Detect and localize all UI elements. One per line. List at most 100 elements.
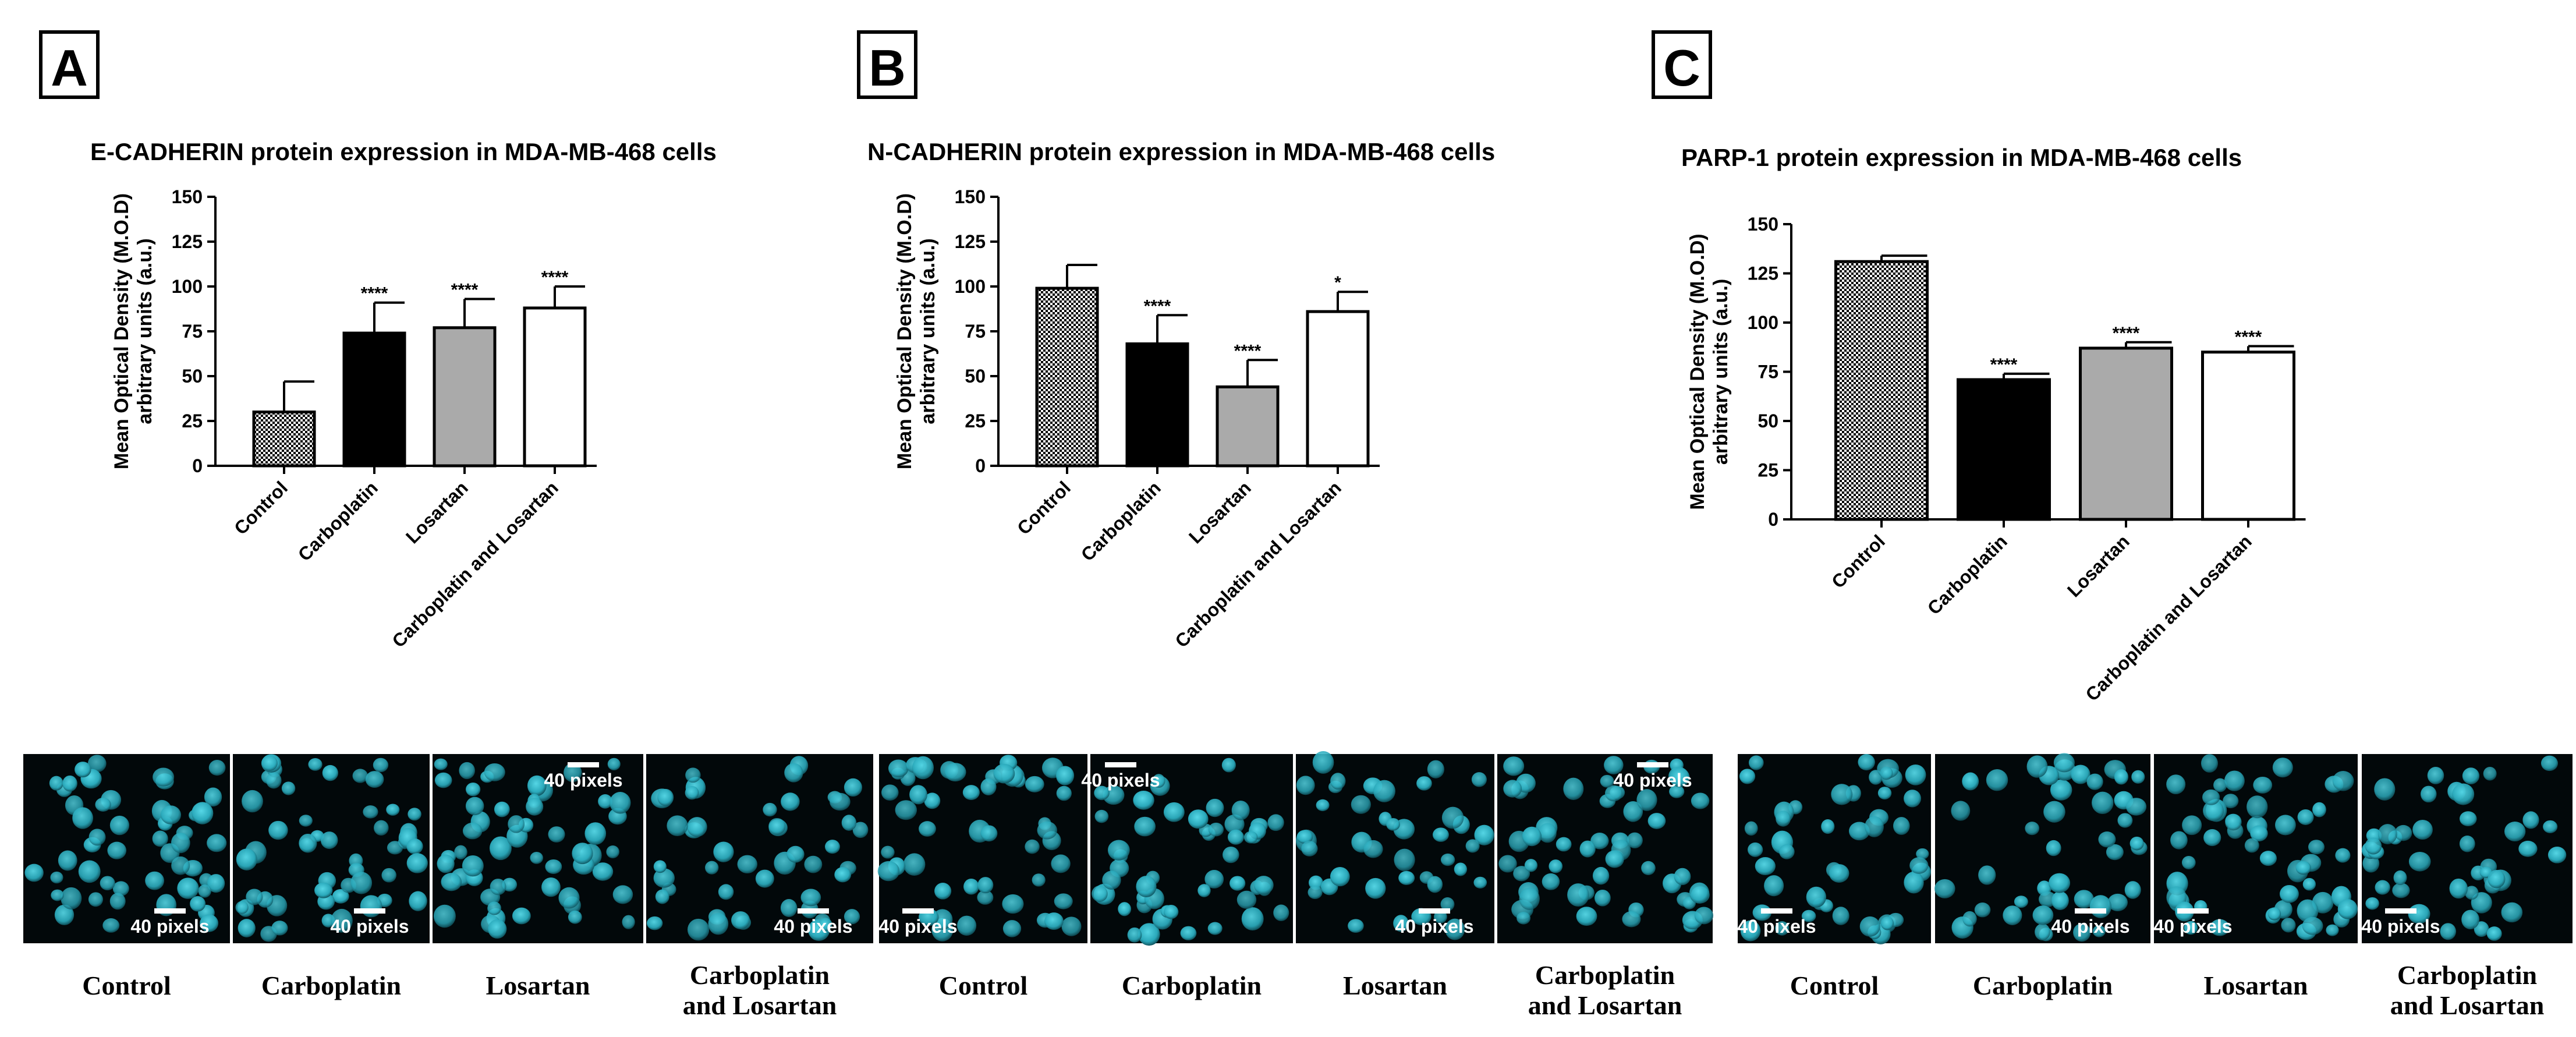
micrograph-1-1: 40 pixels Control xyxy=(23,754,230,1000)
bar-control xyxy=(1834,260,1929,521)
cell-nucleus xyxy=(606,845,619,859)
cell-nucleus xyxy=(1524,859,1538,872)
cell-nucleus xyxy=(1471,772,1487,787)
cell-nucleus xyxy=(508,815,525,833)
cell-nucleus xyxy=(825,840,840,854)
significance-marker: **** xyxy=(451,281,479,300)
cell-nucleus xyxy=(2543,820,2558,833)
cell-nucleus xyxy=(54,904,75,925)
scale-bar xyxy=(1105,762,1136,767)
cell-nucleus xyxy=(584,822,607,845)
cell-nucleus xyxy=(1622,911,1641,928)
cell-nucleus xyxy=(2335,848,2351,863)
cell-nucleus xyxy=(2326,924,2339,936)
bar-carboplatin xyxy=(1125,342,1189,468)
cell-nucleus xyxy=(235,901,249,914)
cell-nucleus xyxy=(51,889,64,901)
condition-label: Losartan xyxy=(2204,971,2308,1000)
micrograph-2-2: 40 pixels Carboplatin xyxy=(1081,754,1293,1000)
cell-nucleus xyxy=(1801,909,1816,922)
cell-nucleus xyxy=(381,868,396,883)
chart-panel-a: A E-CADHERIN protein expression in MDA-MB… xyxy=(39,30,717,652)
cell-nucleus xyxy=(2449,878,2468,899)
cell-nucleus xyxy=(1744,821,1758,836)
cell-nucleus xyxy=(1056,785,1072,801)
cell-nucleus xyxy=(1694,907,1714,925)
significance-marker: **** xyxy=(361,284,388,303)
cell-nucleus xyxy=(622,915,635,929)
cell-nucleus xyxy=(830,792,851,811)
cell-nucleus xyxy=(2107,893,2128,911)
cell-nucleus xyxy=(1904,790,1921,808)
cell-nucleus xyxy=(2297,899,2319,922)
cell-nucleus xyxy=(558,887,580,909)
cell-nucleus xyxy=(1094,785,1110,801)
scale-bar-label: 40 pixels xyxy=(878,916,957,937)
cell-nucleus xyxy=(667,815,688,837)
cell-nucleus xyxy=(2014,896,2028,908)
condition-label: Carboplatin xyxy=(1973,971,2113,1000)
y-tick-label: 150 xyxy=(955,186,986,207)
cell-nucleus xyxy=(919,821,936,837)
condition-label: and Losartan xyxy=(683,990,837,1020)
cell-nucleus xyxy=(1180,926,1197,940)
y-tick-label: 50 xyxy=(182,366,203,387)
cell-nucleus xyxy=(152,830,168,847)
category-label: Losartan xyxy=(402,477,472,547)
cell-nucleus xyxy=(1136,876,1157,898)
cell-nucleus xyxy=(2053,753,2075,773)
condition-label: Control xyxy=(82,971,171,1000)
cell-nucleus xyxy=(1308,886,1323,900)
cell-nucleus xyxy=(109,815,130,836)
cell-nucleus xyxy=(800,889,821,907)
cell-nucleus xyxy=(2474,921,2489,937)
scale-bar xyxy=(1419,908,1450,914)
cell-nucleus xyxy=(1236,890,1257,909)
cell-nucleus xyxy=(1473,876,1487,889)
category-label: Carboplatin xyxy=(1923,530,2011,618)
cell-nucleus xyxy=(490,879,506,896)
cell-nucleus xyxy=(1051,854,1071,873)
cell-nucleus xyxy=(1503,756,1525,776)
cell-nucleus xyxy=(1054,893,1073,909)
cell-nucleus xyxy=(2182,815,2202,836)
cell-nucleus xyxy=(1669,767,1690,787)
cell-nucleus xyxy=(1433,827,1449,842)
cell-nucleus xyxy=(526,798,544,816)
cell-nucleus xyxy=(466,782,481,797)
cell-nucleus xyxy=(109,893,126,910)
cell-nucleus xyxy=(1127,927,1142,943)
cell-nucleus xyxy=(2184,921,2198,935)
cell-nucleus xyxy=(713,841,734,862)
cell-nucleus xyxy=(1152,774,1165,788)
cell-nucleus xyxy=(2114,769,2128,785)
cell-nucleus xyxy=(957,915,977,936)
scale-bar-label: 40 pixels xyxy=(544,770,622,791)
cell-nucleus xyxy=(441,873,462,891)
bar-carboplatin-and-losartan xyxy=(2201,351,2295,521)
bar-losartan xyxy=(1216,385,1280,468)
cell-nucleus xyxy=(687,918,710,941)
cell-nucleus xyxy=(207,834,227,852)
cell-nucleus xyxy=(1647,813,1666,829)
cell-nucleus xyxy=(2203,800,2224,822)
cell-nucleus xyxy=(308,758,323,771)
cell-nucleus xyxy=(763,802,777,817)
cell-nucleus xyxy=(1806,886,1827,908)
cell-nucleus xyxy=(2117,813,2133,828)
cell-nucleus xyxy=(437,854,455,873)
condition-label: Carboplatin xyxy=(1122,971,1262,1000)
scale-bar xyxy=(798,908,829,914)
cell-nucleus xyxy=(408,808,421,821)
cell-nucleus xyxy=(1563,777,1584,801)
cell-nucleus xyxy=(145,871,164,890)
cell-nucleus xyxy=(208,760,226,776)
cell-nucleus xyxy=(190,896,206,912)
cell-nucleus xyxy=(1365,877,1386,899)
cell-nucleus xyxy=(1519,887,1540,910)
cell-nucleus xyxy=(2267,907,2281,921)
cell-nucleus xyxy=(2203,829,2221,847)
cell-nucleus xyxy=(1393,915,1409,932)
